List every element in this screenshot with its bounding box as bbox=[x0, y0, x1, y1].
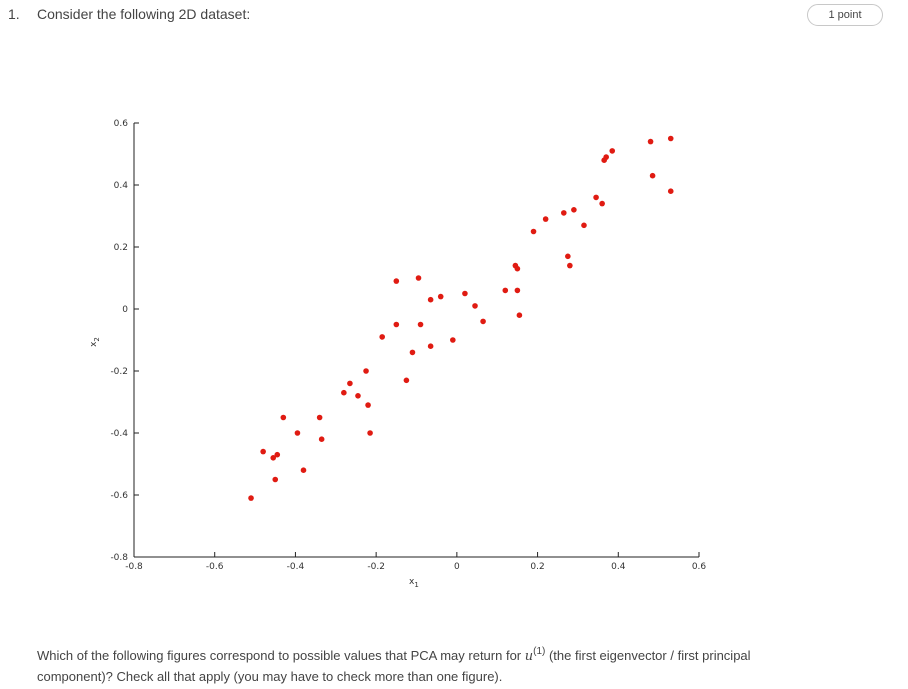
x-tick-label: 0 bbox=[454, 562, 460, 572]
plot-ticks: -0.8 -0.6 -0.4 -0.2 0 0.2 0.4 0.6 0.6 0.4 0.2 0 -0.2… bbox=[110, 119, 706, 572]
data-point bbox=[318, 436, 325, 443]
scatter-plot: -0.8 -0.6 -0.4 -0.2 0 0.2 0.4 0.6 0.6 0.4 0.2 0 -0.2… bbox=[89, 119, 706, 589]
data-point bbox=[567, 262, 573, 269]
y-tick-label: 0 bbox=[122, 305, 128, 315]
data-point bbox=[462, 290, 468, 297]
x-tick-label: 0.2 bbox=[530, 562, 544, 572]
data-point bbox=[581, 222, 587, 229]
data-point bbox=[599, 200, 605, 207]
y-tick-label: -0.8 bbox=[110, 553, 128, 563]
math-superscript: (1) bbox=[533, 646, 546, 657]
data-point bbox=[280, 414, 287, 421]
data-point bbox=[514, 287, 521, 294]
data-point bbox=[480, 318, 486, 325]
data-point bbox=[379, 334, 385, 340]
question-title: Consider the following 2D dataset: bbox=[37, 6, 251, 22]
data-point bbox=[593, 194, 599, 201]
y-tick-label: -0.4 bbox=[110, 429, 128, 439]
data-point bbox=[561, 210, 567, 216]
prompt-text-before: Which of the following figures correspon… bbox=[37, 648, 525, 663]
x-tick-label: -0.2 bbox=[367, 562, 385, 572]
prompt-text-after: (the first eigenvector / first principal… bbox=[37, 648, 751, 684]
question-prompt: Which of the following figures correspon… bbox=[37, 642, 817, 687]
x-tick-label: -0.8 bbox=[125, 562, 143, 572]
data-point bbox=[415, 275, 422, 281]
points-badge: 1 point bbox=[807, 4, 883, 26]
math-variable-u: u bbox=[524, 649, 534, 664]
data-point bbox=[667, 135, 674, 142]
data-point bbox=[341, 389, 347, 396]
data-point bbox=[427, 296, 434, 303]
data-point bbox=[450, 337, 456, 343]
data-point bbox=[260, 448, 266, 455]
data-point bbox=[427, 343, 434, 350]
data-point bbox=[347, 380, 353, 387]
data-point bbox=[270, 455, 277, 461]
data-point bbox=[403, 377, 410, 384]
data-point bbox=[393, 321, 400, 328]
data-point bbox=[294, 430, 301, 436]
data-point bbox=[667, 188, 674, 194]
data-point bbox=[274, 451, 281, 458]
y-tick-label: -0.6 bbox=[110, 491, 128, 501]
data-point bbox=[355, 393, 361, 399]
data-point bbox=[530, 228, 537, 235]
data-point bbox=[542, 216, 549, 222]
data-point bbox=[393, 278, 400, 284]
y-tick-label: 0.2 bbox=[114, 243, 128, 253]
data-point bbox=[516, 312, 523, 319]
y-tick-label: 0.4 bbox=[114, 181, 129, 191]
x-tick-label: 0.6 bbox=[692, 562, 707, 572]
data-point bbox=[365, 402, 371, 408]
data-point bbox=[472, 303, 478, 309]
x-tick-label: -0.4 bbox=[287, 562, 305, 572]
x-tick-label: 0.4 bbox=[611, 562, 626, 572]
data-point bbox=[647, 138, 654, 145]
data-point bbox=[300, 467, 307, 474]
data-point bbox=[514, 265, 521, 272]
question-number: 1. bbox=[8, 6, 20, 22]
data-point bbox=[248, 495, 254, 501]
data-point bbox=[565, 253, 571, 260]
data-point bbox=[409, 349, 416, 356]
data-point bbox=[502, 287, 509, 294]
data-point bbox=[367, 430, 373, 436]
data-point bbox=[603, 154, 609, 160]
y-tick-label: -0.2 bbox=[110, 367, 128, 377]
data-point bbox=[272, 476, 279, 483]
plot-points bbox=[248, 135, 674, 501]
data-point bbox=[609, 148, 616, 154]
data-point bbox=[649, 172, 656, 179]
data-point bbox=[316, 414, 323, 421]
x-tick-label: -0.6 bbox=[206, 562, 224, 572]
data-point bbox=[437, 293, 444, 300]
plot-axes bbox=[133, 123, 699, 558]
data-point bbox=[363, 368, 369, 374]
y-axis-label: x2 bbox=[89, 337, 101, 347]
data-point bbox=[417, 321, 424, 328]
x-axis-label: x1 bbox=[409, 577, 419, 589]
data-point bbox=[571, 207, 577, 213]
y-tick-label: 0.6 bbox=[114, 119, 129, 129]
